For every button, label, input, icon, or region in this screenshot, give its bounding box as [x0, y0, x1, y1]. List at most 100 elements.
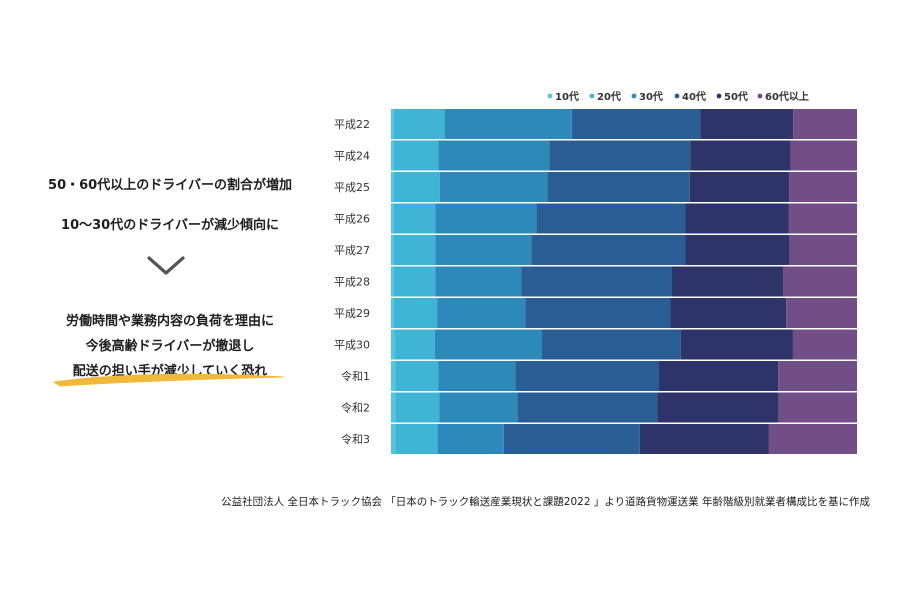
bar-segment-8-5 — [680, 329, 793, 360]
bar-segment-7-5 — [670, 298, 787, 328]
bar-segment-1-3 — [444, 109, 572, 139]
bar-segment-3-6 — [788, 172, 857, 202]
category-label: 令和1 — [341, 369, 370, 383]
legend-label-4: 40代 — [682, 90, 706, 103]
legend-marker-3 — [631, 93, 637, 99]
bar-segment-11-3 — [437, 424, 504, 454]
bar-segment-6-5 — [672, 266, 784, 297]
legend-label-5: 50代 — [724, 90, 748, 103]
bar-segment-10-3 — [439, 392, 518, 423]
bar-segment-4-3 — [435, 203, 537, 234]
category-label: 令和3 — [341, 432, 370, 446]
legend-marker-6 — [757, 93, 763, 99]
bar-segment-3-2 — [393, 172, 440, 202]
chart-bars — [391, 109, 857, 454]
bar-segment-10-4 — [517, 392, 658, 423]
chart-legend: 10代 20代 30代 40代 50代 60代以上 — [547, 90, 809, 103]
category-label: 平成26 — [334, 213, 370, 226]
bar-segment-2-3 — [438, 140, 550, 171]
legend-marker-4 — [674, 93, 680, 99]
bar-segment-11-4 — [503, 424, 640, 454]
bar-segment-4-6 — [788, 203, 857, 234]
bar-segment-1-6 — [793, 109, 857, 139]
legend-label-6: 60代以上 — [765, 90, 809, 103]
bar-segment-1-1 — [391, 109, 394, 139]
bar-segment-11-6 — [768, 424, 857, 454]
bar-segment-3-4 — [547, 172, 690, 202]
bar-segment-10-1 — [391, 392, 396, 423]
bar-segment-2-1 — [391, 140, 394, 171]
bar-segment-8-2 — [395, 329, 435, 360]
bar-segment-6-6 — [783, 266, 857, 297]
category-label: 平成28 — [334, 276, 370, 289]
bar-segment-9-1 — [391, 361, 396, 391]
bar-segment-7-6 — [786, 298, 857, 328]
category-label: 令和2 — [341, 401, 370, 415]
bar-segment-5-6 — [789, 235, 857, 265]
bar-segment-3-5 — [689, 172, 789, 202]
category-label: 平成29 — [334, 307, 370, 320]
bar-segment-9-3 — [438, 361, 516, 391]
bar-segment-1-2 — [393, 109, 445, 139]
bar-segment-2-2 — [393, 140, 439, 171]
age-composition-chart: 10代 20代 30代 40代 50代 60代以上 平成22平成24平成25平成26平成2… — [334, 90, 857, 454]
bar-segment-5-2 — [393, 235, 436, 265]
bar-segment-5-1 — [391, 235, 394, 265]
chevron-down-icon — [147, 256, 185, 275]
bar-segment-4-2 — [393, 203, 436, 234]
conclusion-line-2: 今後高齢ドライバーが撤退し — [85, 339, 255, 354]
category-label: 平成30 — [334, 339, 370, 352]
bar-segment-6-3 — [435, 266, 522, 297]
bar-segment-4-1 — [391, 203, 394, 234]
bar-segment-8-1 — [391, 329, 396, 360]
category-label: 平成22 — [334, 118, 370, 131]
bar-segment-3-1 — [391, 172, 394, 202]
category-label: 平成25 — [334, 181, 370, 194]
bar-segment-10-6 — [778, 392, 857, 423]
legend-marker-2 — [589, 93, 595, 99]
legend-marker-5 — [716, 93, 722, 99]
bar-segment-4-5 — [685, 203, 789, 234]
legend-label-3: 30代 — [639, 90, 663, 103]
bar-segment-8-4 — [542, 329, 681, 360]
category-label: 平成27 — [334, 244, 370, 257]
bar-segment-2-6 — [790, 140, 857, 171]
bar-segment-10-5 — [657, 392, 779, 423]
bar-segment-2-5 — [690, 140, 791, 171]
bar-segment-10-2 — [395, 392, 440, 423]
chart-category-labels: 平成22 平成24 平成25 平成26 平成27 平成28 平成29 平成30 令和1 令和2 令和… — [334, 118, 370, 446]
bar-segment-5-3 — [435, 235, 532, 265]
bar-segment-9-6 — [778, 361, 857, 391]
bar-segment-4-4 — [536, 203, 686, 234]
bar-segment-6-2 — [393, 266, 436, 297]
legend-label-2: 20代 — [597, 90, 621, 103]
bar-segment-8-6 — [792, 329, 857, 360]
summary-line-1: 50・60代以上のドライバーの割合が増加 — [48, 178, 292, 193]
bar-segment-2-4 — [549, 140, 691, 171]
highlight-underline — [52, 373, 285, 387]
bar-segment-9-4 — [515, 361, 659, 391]
bar-segment-11-2 — [395, 424, 438, 454]
bar-segment-1-4 — [571, 109, 701, 139]
bar-segment-7-3 — [437, 298, 526, 328]
bar-segment-7-2 — [393, 298, 438, 328]
legend-label-1: 10代 — [555, 90, 579, 103]
bar-segment-8-3 — [434, 329, 542, 360]
bar-segment-7-4 — [525, 298, 671, 328]
bar-segment-6-1 — [391, 266, 394, 297]
bar-segment-5-5 — [685, 235, 790, 265]
legend-marker-1 — [547, 93, 553, 99]
conclusion-line-1: 労働時間や業務内容の負荷を理由に — [65, 314, 274, 329]
bar-segment-7-1 — [391, 298, 394, 328]
bar-segment-1-5 — [700, 109, 794, 139]
bar-segment-9-2 — [395, 361, 439, 391]
bar-segment-11-1 — [391, 424, 396, 454]
bar-segment-5-4 — [531, 235, 686, 265]
bar-segment-11-5 — [639, 424, 769, 454]
bar-segment-6-4 — [521, 266, 672, 297]
bar-segment-3-3 — [439, 172, 548, 202]
bar-segment-9-5 — [658, 361, 779, 391]
source-note: 公益社団法人 全日本トラック協会 「日本のトラック輸送産業現状と課題2022 」… — [221, 496, 870, 508]
summary-line-2: 10〜30代のドライバーが減少傾向に — [61, 218, 279, 233]
category-label: 平成24 — [334, 150, 370, 163]
